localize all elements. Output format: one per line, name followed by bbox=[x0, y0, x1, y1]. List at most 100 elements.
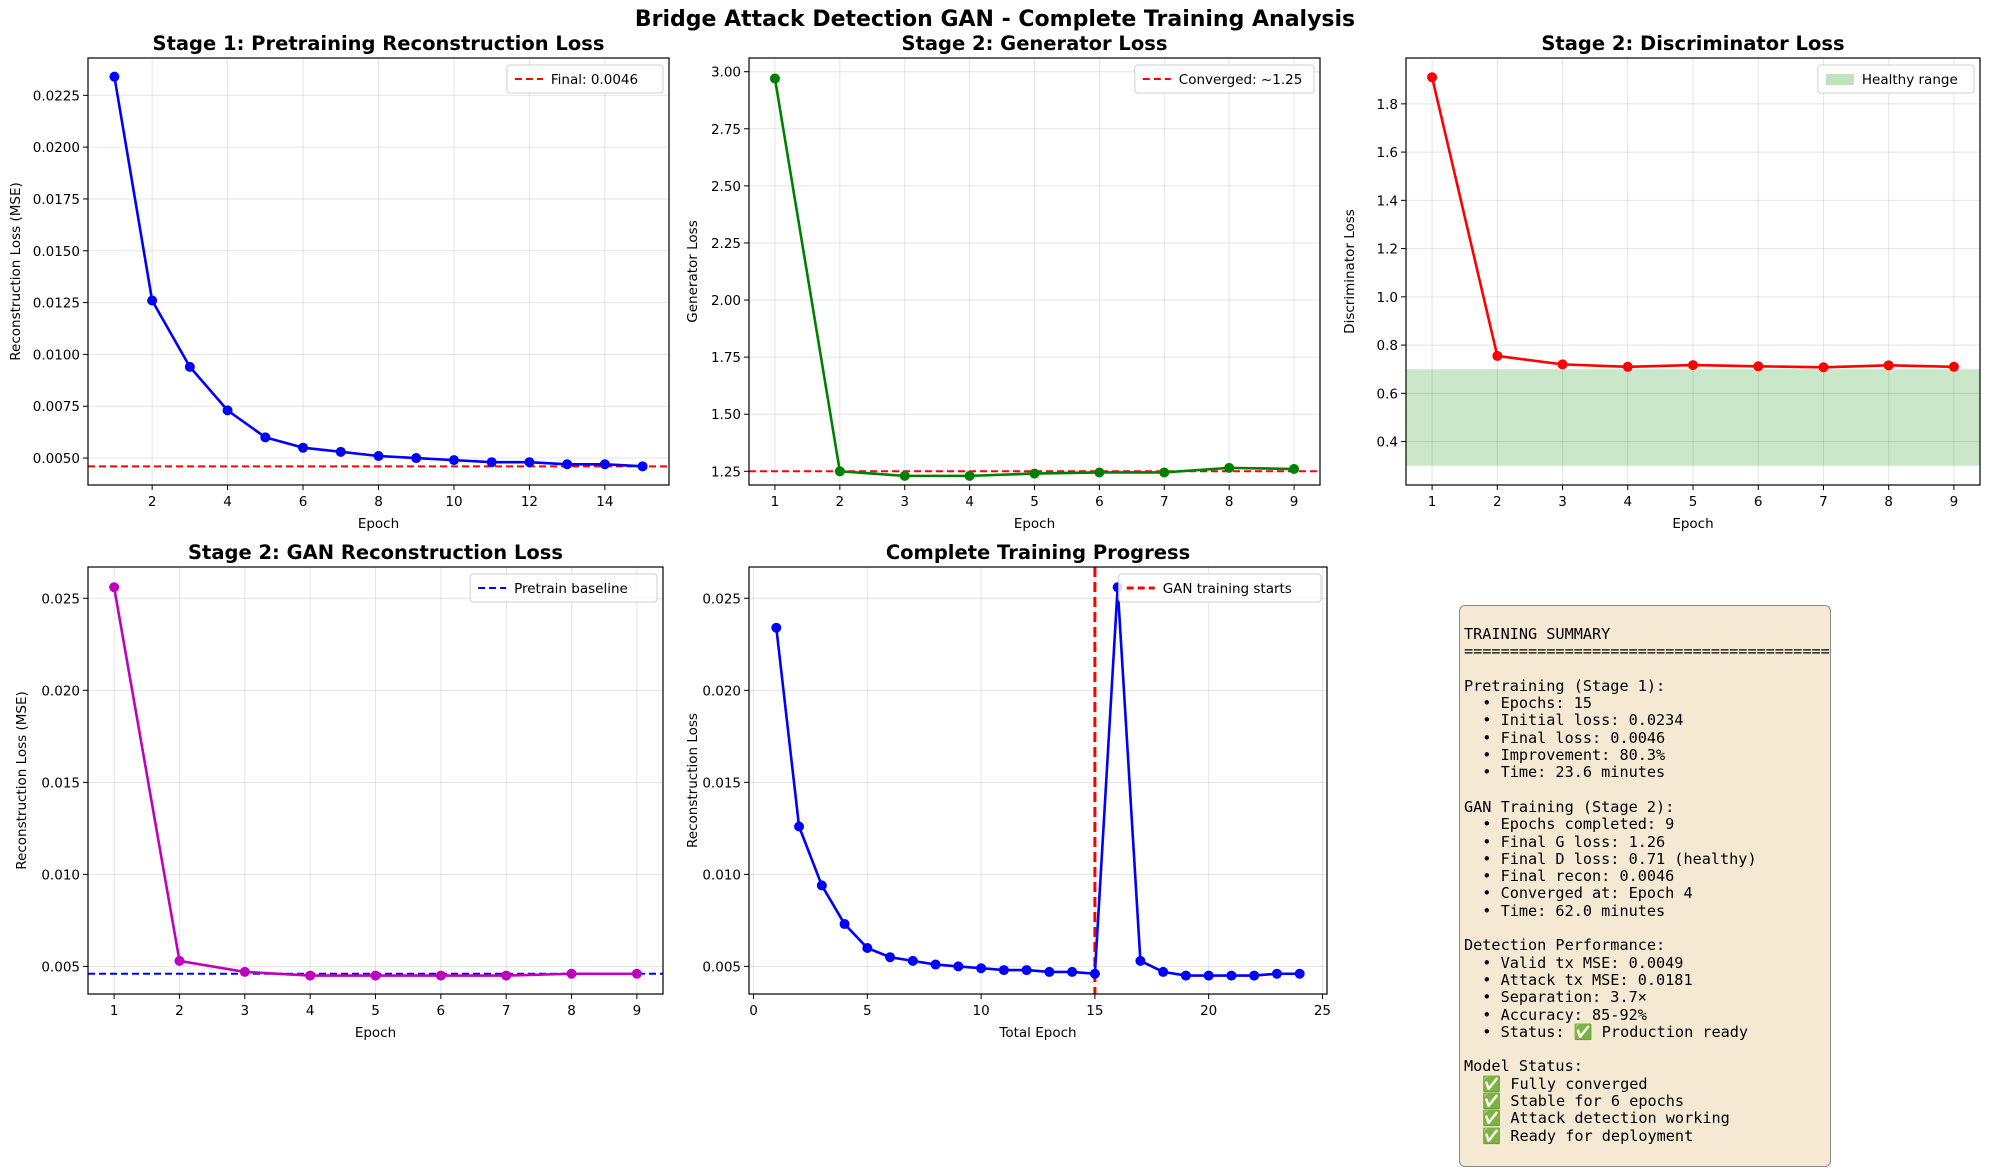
summary-line bbox=[1464, 661, 1826, 678]
y-axis-label: Discriminator Loss bbox=[1342, 209, 1358, 334]
data-point bbox=[1557, 359, 1568, 370]
data-point bbox=[637, 461, 648, 472]
legend-label: Converged: ~1.25 bbox=[1179, 72, 1303, 88]
x-tick-label: 3 bbox=[900, 494, 909, 510]
training-summary-box: TRAINING SUMMARY ========================… bbox=[1459, 605, 1831, 1167]
data-point bbox=[907, 955, 918, 966]
y-tick-label: 0.020 bbox=[702, 683, 741, 699]
chart-title: Stage 2: GAN Reconstruction Loss bbox=[188, 541, 563, 564]
chart-4: 1 2 3 4 5 6 7 8 9 0.005 0.010 0.015 0.020 0.025 Stage … bbox=[14, 541, 664, 1041]
summary-line: • Converged at: Epoch 4 bbox=[1464, 884, 1693, 903]
y-tick-label: 0.8 bbox=[1377, 338, 1398, 354]
data-point bbox=[1067, 966, 1078, 977]
summary-line: • Time: 23.6 minutes bbox=[1464, 763, 1666, 782]
x-tick-label: 8 bbox=[567, 1003, 576, 1019]
data-point bbox=[998, 965, 1009, 976]
chart-title: Stage 1: Pretraining Reconstruction Loss bbox=[153, 32, 605, 55]
axes-frame bbox=[87, 566, 664, 995]
data-point bbox=[109, 71, 120, 82]
data-point bbox=[524, 457, 535, 468]
figure-title: Bridge Attack Detection GAN - Complete T… bbox=[635, 7, 1355, 32]
x-tick-label: 6 bbox=[299, 494, 308, 510]
y-tick-label: 0.0075 bbox=[33, 399, 80, 415]
legend: Final: 0.0046 bbox=[506, 64, 664, 94]
x-tick-label: 4 bbox=[223, 494, 232, 510]
summary-line: GAN Training (Stage 2): bbox=[1464, 797, 1675, 816]
y-tick-label: 0.015 bbox=[41, 775, 80, 791]
data-point bbox=[260, 432, 271, 443]
summary-line: • Separation: 3.7× bbox=[1464, 988, 1647, 1007]
summary-line: • Final loss: 0.0046 bbox=[1464, 728, 1666, 747]
y-tick-label: 0.0200 bbox=[33, 140, 80, 156]
data-point bbox=[599, 459, 610, 470]
summary-line: • Attack tx MSE: 0.0181 bbox=[1464, 970, 1693, 989]
data-point bbox=[335, 446, 346, 457]
x-tick-label: 5 bbox=[1689, 494, 1698, 510]
data-point bbox=[305, 970, 316, 981]
x-tick-label: 4 bbox=[965, 494, 974, 510]
data-point bbox=[1089, 968, 1100, 979]
data-point bbox=[839, 919, 850, 930]
y-tick-label: 2.25 bbox=[711, 236, 741, 252]
summary-line: ======================================== bbox=[1464, 642, 1830, 661]
data-point bbox=[794, 821, 805, 832]
data-point bbox=[1180, 970, 1191, 981]
legend-label: Healthy range bbox=[1862, 72, 1958, 88]
data-point bbox=[1427, 72, 1438, 83]
y-axis-label: Generator Loss bbox=[685, 220, 701, 322]
axes-frame bbox=[748, 566, 1328, 995]
chart-title: Stage 2: Discriminator Loss bbox=[1541, 32, 1844, 55]
chart-5: 0 5 10 15 20 25 0.005 0.010 0.015 0.020 0.025 Compl… bbox=[685, 541, 1331, 1041]
legend: Healthy range bbox=[1817, 64, 1975, 94]
data-point bbox=[930, 959, 941, 970]
healthy-range-span bbox=[1406, 369, 1980, 466]
data-point bbox=[222, 405, 233, 416]
axes-frame bbox=[748, 57, 1321, 486]
data-point bbox=[1271, 968, 1282, 979]
legend-box bbox=[506, 64, 664, 94]
summary-line: TRAINING SUMMARY bbox=[1464, 625, 1611, 643]
data-point bbox=[1492, 350, 1503, 361]
data-point bbox=[1818, 362, 1829, 373]
x-tick-label: 5 bbox=[863, 1003, 872, 1019]
x-tick-label: 2 bbox=[175, 1003, 184, 1019]
y-tick-label: 0.025 bbox=[702, 591, 741, 607]
x-tick-label: 25 bbox=[1314, 1003, 1331, 1019]
summary-line: • Status: ✅ Production ready bbox=[1464, 1022, 1749, 1041]
y-tick-label: 0.4 bbox=[1377, 435, 1398, 451]
data-point bbox=[1883, 360, 1894, 371]
summary-line: ✅ Ready for deployment bbox=[1464, 1126, 1694, 1145]
summary-line: • Valid tx MSE: 0.0049 bbox=[1464, 953, 1684, 972]
axes-frame bbox=[87, 57, 670, 486]
data-point bbox=[885, 952, 896, 963]
data-point bbox=[566, 968, 577, 979]
data-point bbox=[435, 970, 446, 981]
x-tick-label: 6 bbox=[1754, 494, 1763, 510]
y-tick-label: 0.6 bbox=[1377, 386, 1398, 402]
y-tick-label: 1.4 bbox=[1377, 193, 1398, 209]
data-point bbox=[174, 955, 185, 966]
data-point bbox=[834, 466, 845, 477]
x-tick-label: 2 bbox=[148, 494, 157, 510]
summary-line: • Final D loss: 0.71 (healthy) bbox=[1464, 849, 1757, 868]
x-tick-label: 2 bbox=[836, 494, 845, 510]
data-point bbox=[1158, 966, 1169, 977]
legend-label: Pretrain baseline bbox=[514, 581, 628, 597]
data-point bbox=[1029, 468, 1040, 479]
legend: GAN training starts bbox=[1118, 573, 1322, 603]
y-tick-label: 1.8 bbox=[1377, 97, 1398, 113]
x-tick-label: 8 bbox=[1225, 494, 1234, 510]
legend-box bbox=[1118, 573, 1322, 603]
data-point bbox=[373, 450, 384, 461]
data-point bbox=[501, 970, 512, 981]
x-tick-label: 6 bbox=[1095, 494, 1104, 510]
series-line bbox=[775, 587, 1300, 977]
y-tick-label: 0.025 bbox=[41, 591, 80, 607]
data-point bbox=[899, 470, 910, 481]
x-tick-label: 9 bbox=[1950, 494, 1959, 510]
x-tick-label: 2 bbox=[1493, 494, 1502, 510]
summary-line: ✅ Attack detection working bbox=[1464, 1109, 1730, 1128]
data-point bbox=[1294, 968, 1305, 979]
y-tick-label: 1.0 bbox=[1377, 290, 1398, 306]
legend-box bbox=[1134, 64, 1315, 94]
